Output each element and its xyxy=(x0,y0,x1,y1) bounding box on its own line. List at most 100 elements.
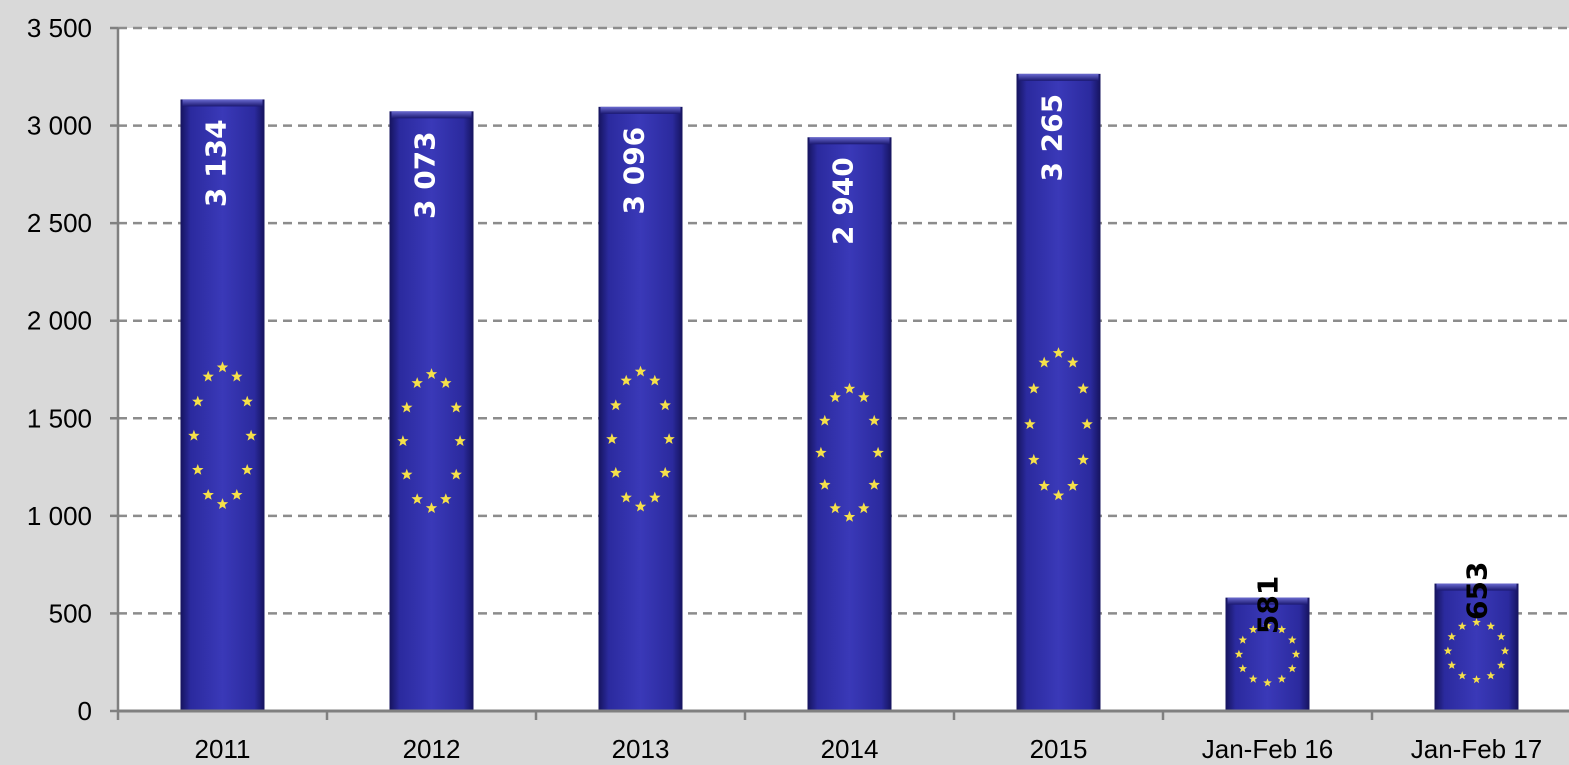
bar-2012 xyxy=(389,111,474,712)
star-icon xyxy=(1028,453,1040,465)
bar-2013 xyxy=(598,106,683,712)
bar-2015 xyxy=(1016,73,1101,711)
star-icon xyxy=(829,502,841,514)
star-icon xyxy=(843,510,856,522)
data-label: 581 xyxy=(1252,576,1285,634)
star-icon xyxy=(192,464,204,475)
star-icon xyxy=(868,414,880,426)
star-icon xyxy=(843,382,856,394)
y-tick-label: 500 xyxy=(49,598,92,628)
star-icon xyxy=(1077,453,1089,465)
star-icon xyxy=(659,466,671,478)
star-icon xyxy=(872,446,884,458)
bar-cap xyxy=(1227,597,1308,605)
star-icon xyxy=(231,370,243,382)
bar-cap xyxy=(182,99,263,107)
star-icon xyxy=(634,500,647,512)
star-icon xyxy=(188,429,200,441)
star-icon xyxy=(1500,646,1510,655)
star-icon xyxy=(450,468,462,480)
bar-body xyxy=(1434,583,1519,711)
star-icon xyxy=(241,395,253,407)
star-icon xyxy=(1263,678,1272,687)
star-icon xyxy=(216,498,229,509)
star-icon xyxy=(649,374,661,386)
star-icon xyxy=(1291,649,1301,658)
star-icon xyxy=(1457,671,1467,680)
star-icon xyxy=(1038,356,1050,368)
star-icon xyxy=(868,478,880,490)
star-icon xyxy=(1238,635,1247,644)
y-tick-label: 3 500 xyxy=(27,13,92,43)
data-label: 653 xyxy=(1461,562,1494,620)
star-icon xyxy=(606,433,618,444)
star-icon xyxy=(1447,632,1456,641)
labels: 0 500 1 000 1 500 2 000 2 500 3 000 3 500 3 134 2… xyxy=(27,13,1542,764)
star-icon xyxy=(1447,660,1456,669)
y-tick-label: 3 000 xyxy=(27,111,92,141)
star-icon xyxy=(202,370,214,382)
star-icon xyxy=(1248,674,1258,683)
bar-body xyxy=(807,137,892,711)
bars xyxy=(180,73,1519,712)
star-icon xyxy=(1067,480,1079,491)
star-icon xyxy=(1052,347,1065,358)
star-icon xyxy=(1263,621,1272,630)
star-icon xyxy=(1238,664,1247,673)
star-icon xyxy=(858,391,870,403)
axes xyxy=(110,26,1569,720)
star-icon xyxy=(620,374,632,386)
data-label: 3 096 xyxy=(618,127,651,215)
star-icon xyxy=(1472,617,1481,627)
star-icon xyxy=(425,502,438,513)
star-icon xyxy=(1486,621,1496,630)
bar-cap xyxy=(391,111,472,119)
star-icon xyxy=(1457,621,1467,630)
data-label: 3 265 xyxy=(1036,94,1069,182)
star-icon xyxy=(192,395,204,407)
star-icon xyxy=(610,399,622,411)
star-icon xyxy=(1472,675,1481,684)
star-icon xyxy=(610,466,622,478)
bar-jan-feb-16 xyxy=(1225,597,1310,711)
x-tick-label: 2012 xyxy=(403,734,461,764)
star-icon xyxy=(1038,480,1050,491)
star-icon xyxy=(1277,625,1287,634)
star-icon xyxy=(1052,489,1065,501)
star-icon xyxy=(397,435,409,446)
bar-cap xyxy=(809,137,890,145)
star-icon xyxy=(202,489,214,500)
star-icon xyxy=(663,433,675,444)
bar-2014 xyxy=(807,137,892,711)
bar-jan-feb-17 xyxy=(1434,583,1519,711)
star-icon xyxy=(819,414,831,426)
y-tick-label: 2 500 xyxy=(27,208,92,238)
x-tick-label: 2011 xyxy=(195,734,251,764)
star-icon xyxy=(401,401,413,413)
bar-body xyxy=(1016,73,1101,711)
star-icon xyxy=(450,401,462,413)
star-icon xyxy=(659,399,671,411)
star-icon xyxy=(231,489,243,500)
star-icon xyxy=(401,468,413,480)
star-icon xyxy=(1288,635,1297,644)
star-icon xyxy=(1497,632,1506,641)
star-icon xyxy=(649,491,661,503)
star-icon xyxy=(1234,649,1244,658)
bar-body xyxy=(180,99,265,711)
y-tick-label: 1 500 xyxy=(27,403,92,433)
star-icon xyxy=(1077,382,1089,394)
star-icon xyxy=(1081,418,1093,430)
bar-cap xyxy=(1436,583,1517,591)
bar-2011 xyxy=(180,99,265,711)
star-icon xyxy=(241,464,253,475)
star-icon xyxy=(815,446,827,458)
star-icon xyxy=(425,368,438,379)
star-icon xyxy=(1067,356,1079,368)
bar-body xyxy=(598,106,683,712)
x-tick-label: Jan-Feb 16 xyxy=(1202,734,1334,764)
star-icon xyxy=(1443,646,1453,655)
star-icon xyxy=(620,491,632,503)
data-label: 2 940 xyxy=(827,157,860,245)
